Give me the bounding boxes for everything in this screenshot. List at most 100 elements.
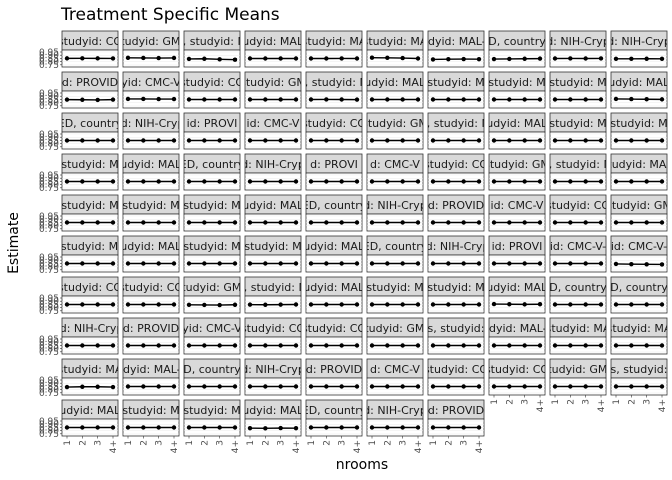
facet-point xyxy=(415,138,421,143)
y-tick-label: 0.95 xyxy=(39,212,59,222)
facet-point xyxy=(415,384,421,389)
facet-point xyxy=(522,138,527,143)
facet-strip-label: studyid: GMS xyxy=(115,35,188,48)
facet-point xyxy=(263,384,268,389)
facet-panel: id: PROVI xyxy=(183,112,241,150)
x-tick-label: 1 xyxy=(246,440,256,446)
facet-point xyxy=(644,138,649,143)
facet-point xyxy=(324,425,329,430)
facet-point xyxy=(202,138,207,143)
facet-point xyxy=(491,301,497,307)
facet-point xyxy=(171,55,177,61)
facet-strip-label: id: NIH-Cryp xyxy=(57,322,124,335)
facet-point xyxy=(552,56,558,61)
facet-point xyxy=(125,96,131,102)
facet-point xyxy=(644,384,649,389)
facet-strip-label: studyid: GM xyxy=(606,199,672,212)
facet-point xyxy=(186,261,192,266)
facet-point xyxy=(659,343,665,348)
facet-point xyxy=(95,56,100,61)
facet-point xyxy=(644,97,649,102)
facet-panel: studyid: MAL-E xyxy=(122,153,180,191)
facet-point xyxy=(141,261,146,266)
facet-panel: D, country xyxy=(183,358,241,396)
y-tick-label: 0.90 xyxy=(39,92,59,102)
facet-panel: studyid: MAL-E xyxy=(305,276,363,314)
x-tick-label: 1 xyxy=(307,440,317,446)
facet-point xyxy=(385,138,390,143)
facet-point xyxy=(202,56,207,61)
facet-point xyxy=(247,302,253,307)
facet-strip-label: studyid: MA xyxy=(607,322,672,335)
facet-panel: studyid: M xyxy=(244,235,302,273)
facet-point xyxy=(461,302,466,307)
facet-panel: id: CMC-V- xyxy=(549,235,607,273)
y-tick-label: 0.80 xyxy=(39,181,59,191)
facet-point xyxy=(156,302,161,307)
facet-point xyxy=(110,384,116,390)
facet-panel: d: NIH-Cryp xyxy=(366,194,424,232)
facet-point xyxy=(171,425,177,430)
facet-point xyxy=(522,384,527,389)
facet-strip-label: id: NIH-Cryp xyxy=(118,117,185,130)
facet-point xyxy=(552,384,558,389)
facet-point xyxy=(141,425,146,430)
facet-point xyxy=(583,261,588,266)
y-tick-label: 0.75 xyxy=(39,307,59,317)
facet-point xyxy=(552,179,558,184)
facet-point xyxy=(568,220,573,225)
facet-point xyxy=(659,384,665,389)
facet-point xyxy=(446,56,451,62)
facet-point xyxy=(507,97,512,102)
facet-point xyxy=(232,97,238,102)
facet-point xyxy=(659,138,665,143)
facet-point xyxy=(95,261,100,266)
facet-point xyxy=(308,384,314,389)
facet-point xyxy=(537,179,543,184)
facet-point xyxy=(156,179,161,184)
facet-point xyxy=(186,220,192,225)
facet-panel: studyid: M xyxy=(488,71,546,109)
y-tick-label: 0.95 xyxy=(39,253,59,263)
facet-point xyxy=(552,261,558,266)
y-tick-label: 0.90 xyxy=(39,420,59,430)
facet-point xyxy=(308,97,314,102)
facet-point xyxy=(141,138,146,143)
facet-point xyxy=(568,97,573,102)
facet-point xyxy=(263,426,268,431)
facet-strip-label: s, studyid: xyxy=(611,363,668,376)
facet-panel: studyid: M xyxy=(122,194,180,232)
facet-point xyxy=(293,220,299,225)
y-axis-title: Estimate xyxy=(6,212,22,274)
y-tick-label: 0.80 xyxy=(39,345,59,355)
facet-point xyxy=(522,343,527,348)
facet-panel: s, studyid: M xyxy=(183,30,241,68)
facet-point xyxy=(430,97,436,102)
facet-point xyxy=(171,261,177,266)
facet-point xyxy=(461,384,466,389)
x-tick-label: 4+ xyxy=(109,440,119,453)
facet-point xyxy=(461,425,466,430)
facet-point xyxy=(156,55,161,61)
facet-point xyxy=(415,425,421,430)
facet-point xyxy=(537,56,543,61)
y-tick-label: 0.75 xyxy=(39,184,59,194)
facet-strip-label: studyid: MAL-ED xyxy=(472,322,562,335)
facet-point xyxy=(217,220,222,225)
facet-point xyxy=(217,179,222,184)
facet-point xyxy=(64,302,70,307)
y-tick-label: 0.80 xyxy=(39,304,59,314)
x-tick-label: 3 xyxy=(399,440,409,446)
y-tick-label: 0.90 xyxy=(39,133,59,143)
facet-panel: studyid: GMS xyxy=(183,276,241,314)
facet-point xyxy=(598,138,604,143)
facet-panel: studyid: MAL-ED xyxy=(122,358,180,396)
facet-point xyxy=(232,343,238,348)
facet-panel: D, country xyxy=(610,276,668,314)
facet-point xyxy=(278,179,283,184)
facet-panel: studyid: CO0.950.900.850.800.75 xyxy=(39,276,119,317)
facet-panel: ns, studyid: MAL-I0.950.900.850.800.75 xyxy=(39,235,119,276)
facet-point xyxy=(80,220,85,225)
facet-point xyxy=(522,261,527,266)
